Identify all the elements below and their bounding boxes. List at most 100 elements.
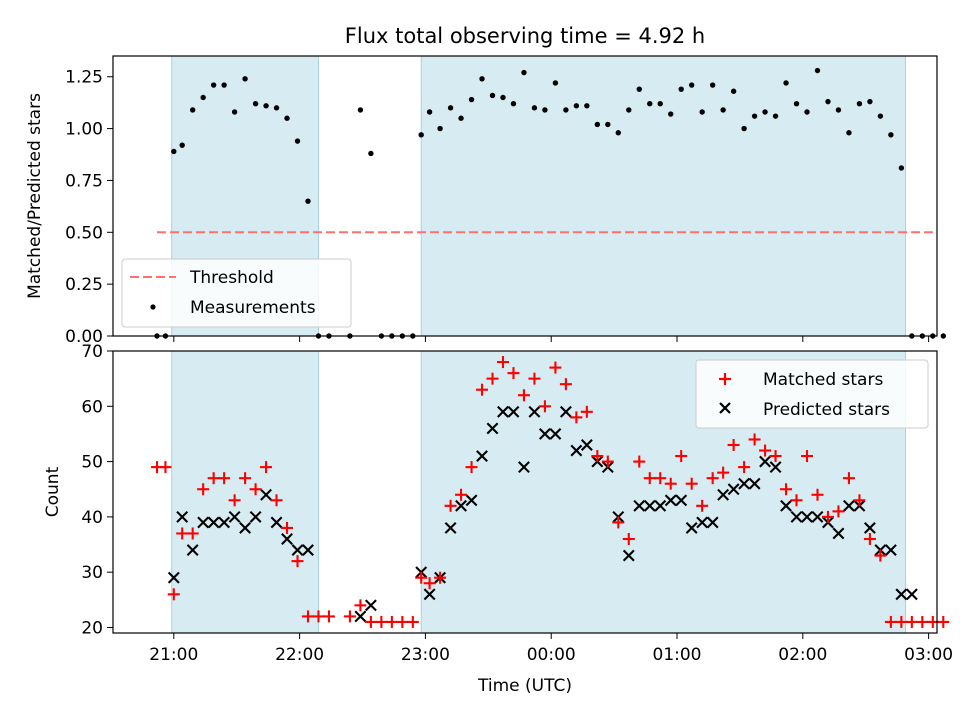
- measurement-point: [741, 125, 747, 132]
- measurement-point: [242, 76, 248, 82]
- matched-star-point: [159, 461, 172, 474]
- measurement-point: [200, 94, 206, 101]
- bottom-panel: 20 30 40 50 60 70 21:00 22:00 23:00 00:00 01:00 02…: [43, 342, 953, 696]
- measurement-point: [447, 105, 454, 111]
- predicted-star-point: [239, 521, 252, 534]
- matched-star-point: [549, 361, 562, 374]
- predicted-star-point: [197, 516, 210, 529]
- predicted-star-point: [186, 544, 199, 557]
- y-tick-label: 1.00: [65, 120, 103, 140]
- matched-star-point: [727, 439, 740, 451]
- x-tick-label: 01:00: [653, 645, 702, 665]
- x-tick-label: 00:00: [527, 645, 576, 665]
- matched-star-point: [738, 461, 751, 474]
- matched-star-point: [790, 494, 803, 507]
- predicted-star-point: [176, 510, 189, 523]
- matched-star-point: [717, 466, 730, 479]
- measurement-point: [793, 101, 800, 107]
- matched-star-point: [559, 378, 572, 391]
- measurement-point: [468, 96, 475, 103]
- measurement-point: [284, 115, 290, 121]
- matched-star-point: [811, 488, 824, 501]
- predicted-star-point: [549, 427, 562, 440]
- measurement-point: [846, 130, 852, 136]
- predicted-star-point: [905, 588, 918, 601]
- predicted-star-point: [654, 499, 667, 512]
- predicted-star-point: [895, 588, 908, 601]
- matched-star-point: [354, 599, 367, 612]
- predicted-star-point: [570, 444, 583, 457]
- predicted-star-point: [727, 483, 740, 496]
- matched-star-point: [476, 383, 489, 396]
- measurement-point: [171, 148, 177, 155]
- matched-star-point: [167, 588, 180, 601]
- y-tick-label: 50: [81, 453, 103, 473]
- measurement-point: [647, 101, 653, 107]
- matched-star-point: [517, 389, 530, 402]
- predicted-star-point: [559, 405, 572, 418]
- bottom-legend: Matched stars Predicted stars: [695, 359, 929, 429]
- y-tick-label: 60: [81, 397, 103, 417]
- observing-intervals: [171, 55, 907, 337]
- matched-star-point: [385, 615, 398, 628]
- predicted-star-point: [748, 477, 761, 490]
- measurement-point: [772, 113, 779, 119]
- measurement-point: [678, 86, 684, 92]
- matched-star-point: [916, 615, 929, 628]
- chart-title: Flux total observing time = 4.92 h: [345, 24, 705, 48]
- predicted-star-point: [291, 544, 304, 557]
- matched-star-point: [396, 615, 409, 628]
- predicted-star-point: [218, 516, 231, 529]
- measurement-point: [458, 115, 464, 121]
- top-x-ticks: [173, 336, 930, 342]
- matched-star-point: [874, 549, 887, 562]
- bottom-plot-frame: [112, 350, 938, 634]
- matched-star-point: [706, 472, 719, 485]
- predicted-star-point: [249, 510, 262, 523]
- matched-star-point: [570, 411, 583, 424]
- measurement-point: [709, 82, 716, 88]
- matched-star-point: [197, 483, 210, 496]
- measurement-point: [489, 92, 496, 99]
- y-tick-label: 0.25: [65, 275, 103, 295]
- predicted-star-point: [281, 533, 293, 545]
- measurement-point: [294, 138, 301, 144]
- y-tick-label: 0.00: [65, 327, 103, 347]
- matched-star-point: [801, 450, 814, 463]
- measurement-point: [500, 94, 506, 101]
- legend-matched-swatch: [719, 373, 731, 385]
- matched-star-point: [186, 527, 199, 540]
- predicted-star-point: [476, 450, 488, 463]
- top-panel: 0.00 0.25 0.50 0.75 1.00 1.25 Matched/Predict…: [25, 55, 946, 347]
- measurement-point: [940, 333, 946, 339]
- measurement-point: [657, 101, 663, 107]
- measurement-point: [263, 103, 269, 109]
- y-tick-label: 70: [81, 342, 103, 362]
- matched-star-point: [281, 521, 294, 534]
- matched-star-point: [633, 455, 646, 468]
- y-tick-label: 40: [81, 508, 103, 528]
- top-y-axis-label: Matched/Predicted stars: [25, 93, 45, 299]
- matched-star-point: [434, 571, 447, 584]
- predicted-star-point: [497, 405, 509, 418]
- matched-star-point: [207, 472, 220, 485]
- matched-star-point: [375, 615, 388, 628]
- matched-star-point: [260, 461, 273, 474]
- legend-measurement-swatch: [150, 304, 156, 310]
- predicted-star-point: [465, 494, 478, 507]
- predicted-star-point: [228, 510, 241, 523]
- matched-star-point: [675, 450, 688, 463]
- predicted-star-point: [364, 599, 377, 612]
- matched-star-point: [406, 615, 419, 628]
- matched-star-point: [821, 510, 834, 523]
- matched-star-point: [664, 477, 677, 490]
- measurement-point: [368, 150, 374, 157]
- top-plot-frame: [112, 55, 938, 337]
- matched-star-point: [842, 472, 855, 485]
- x-tick-label: 22:00: [275, 645, 324, 665]
- matched-star-point: [455, 488, 468, 501]
- top-legend: Threshold Measurements: [121, 258, 352, 328]
- matched-star-point: [239, 472, 252, 485]
- measurement-point: [762, 109, 768, 115]
